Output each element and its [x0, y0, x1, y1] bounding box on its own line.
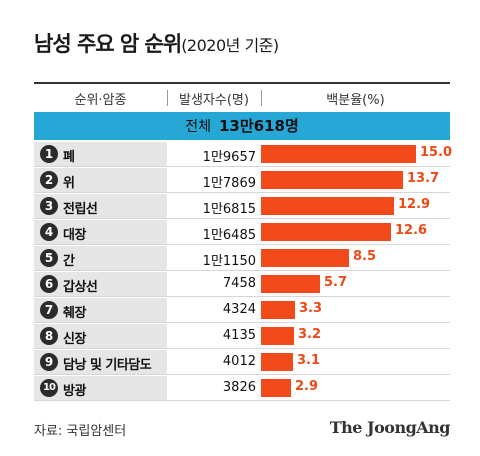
percent-bar: [261, 223, 391, 241]
header-rank-type: 순위·암종: [74, 93, 127, 108]
cancer-name: 췌장: [63, 306, 86, 321]
percent-bar: [261, 301, 295, 319]
table-row: 8 신장 4135 3.2: [34, 324, 450, 349]
rank-cell: 6 갑상선: [34, 272, 167, 296]
percent-label: 12.6: [395, 223, 428, 238]
cancer-name: 방광: [63, 384, 86, 399]
rank-badge: 10: [40, 379, 58, 397]
cancer-name: 폐: [63, 150, 75, 165]
percent-label: 3.1: [297, 353, 321, 368]
percent-label: 15.0: [420, 145, 453, 160]
rank-badge: 5: [40, 249, 58, 267]
percent-bar: [261, 249, 349, 267]
header-percent: 백분율(%): [326, 93, 385, 108]
rank-cell: 4 대장: [34, 220, 167, 244]
cancer-name: 위: [63, 176, 75, 191]
total-band: 전체 13만618명: [34, 112, 450, 140]
rank-badge: 4: [40, 223, 58, 241]
table-row: 4 대장 1만6485 12.6: [34, 220, 450, 245]
percent-label: 12.9: [398, 197, 431, 212]
table-row: 1 폐 1만9657 15.0: [34, 142, 453, 167]
percent-label: 8.5: [353, 249, 377, 264]
rank-badge: 3: [40, 197, 58, 215]
table-row: 3 전립선 1만6815 12.9: [34, 194, 450, 219]
percent-label: 3.2: [298, 327, 322, 342]
patient-count: 3826: [222, 380, 256, 395]
percent-bar: [261, 327, 294, 345]
header-count: 발생자수(명): [179, 93, 249, 108]
rank-badge: 2: [40, 171, 58, 189]
percent-bar: [261, 353, 293, 371]
percent-label: 3.3: [299, 301, 323, 316]
cancer-name: 갑상선: [63, 280, 98, 295]
patient-count: 7458: [222, 276, 256, 291]
percent-bar: [261, 197, 394, 215]
rank-cell: 10 방광: [34, 376, 167, 400]
percent-label: 5.7: [324, 275, 348, 290]
table-row: 9 담낭 및 기타담도 4012 3.1: [34, 350, 450, 375]
cancer-name: 신장: [63, 332, 86, 347]
cancer-name: 담낭 및 기타담도: [63, 358, 152, 373]
table-row: 5 간 1만1150 8.5: [34, 246, 450, 271]
rank-cell: 7 췌장: [34, 298, 167, 322]
patient-count: 1만6815: [202, 202, 256, 217]
percent-label: 2.9: [295, 379, 319, 394]
rank-badge: 1: [40, 145, 58, 163]
rank-cell: 8 신장: [34, 324, 167, 348]
header-divider: [167, 90, 168, 106]
rank-badge: 8: [40, 327, 58, 345]
table-row: 7 췌장 4324 3.3: [34, 298, 450, 323]
total-value: 13만618명: [218, 117, 299, 135]
publisher-logo: The JoongAng: [329, 418, 451, 437]
rank-cell: 3 전립선: [34, 194, 167, 218]
title-subtitle: (2020년 기준): [181, 36, 279, 55]
table-row: 6 갑상선 7458 5.7: [34, 272, 450, 297]
percent-bar: [261, 379, 291, 397]
patient-count: 1만1150: [202, 254, 256, 269]
cancer-name: 전립선: [63, 202, 98, 217]
title-main: 남성 주요 암 순위: [34, 32, 182, 56]
source-note: 자료: 국립암센터: [34, 424, 127, 439]
rank-cell: 9 담낭 및 기타담도: [34, 350, 167, 374]
cancer-name: 대장: [63, 228, 86, 243]
table-row: 10 방광 3826 2.9: [34, 376, 450, 401]
percent-label: 13.7: [407, 171, 440, 186]
patient-count: 4012: [222, 354, 256, 369]
percent-bar: [261, 275, 320, 293]
rank-badge: 9: [40, 353, 58, 371]
percent-bar: [261, 145, 416, 163]
total-label: 전체: [185, 119, 211, 135]
patient-count: 1만7869: [202, 176, 256, 191]
table-row: 2 위 1만7869 13.7: [34, 168, 450, 193]
percent-bar: [261, 171, 403, 189]
rank-badge: 6: [40, 275, 58, 293]
patient-count: 1만9657: [202, 150, 256, 165]
cancer-name: 간: [63, 254, 75, 269]
table-header: 순위·암종 발생자수(명) 백분율(%): [34, 82, 450, 113]
patient-count: 4135: [222, 328, 256, 343]
header-divider: [261, 90, 262, 106]
patient-count: 1만6485: [202, 228, 256, 243]
patient-count: 4324: [222, 302, 256, 317]
rank-badge: 7: [40, 301, 58, 319]
chart-title: 남성 주요 암 순위(2020년 기준): [34, 28, 279, 58]
